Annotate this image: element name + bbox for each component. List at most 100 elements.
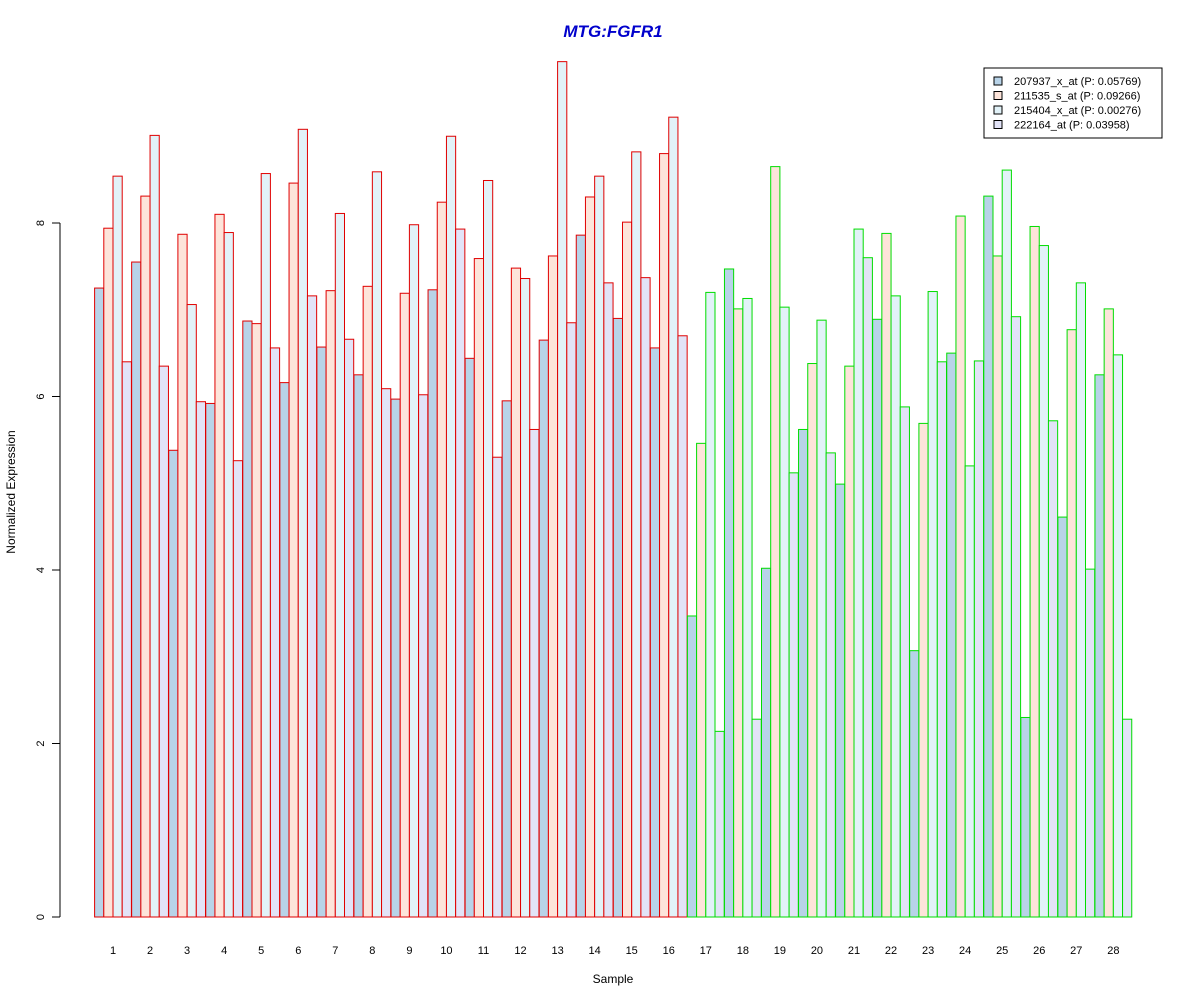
x-tick-label: 16 xyxy=(663,945,675,957)
legend-swatch xyxy=(993,91,1003,100)
x-tick-label: 12 xyxy=(514,945,526,957)
bar-sample-11-series-4 xyxy=(492,456,503,918)
bar-sample-9-series-4 xyxy=(418,394,429,918)
bar-sample-21-series-3 xyxy=(853,228,864,918)
bar-sample-19-series-2 xyxy=(770,166,781,918)
chart-title: MTG:FGFR1 xyxy=(563,22,662,41)
bar-sample-21-series-1 xyxy=(835,483,846,918)
x-axis-title: Sample xyxy=(593,972,634,986)
y-tick-label: 0 xyxy=(35,914,47,920)
x-tick-label: 18 xyxy=(737,945,749,957)
bar-sample-23-series-2 xyxy=(918,422,929,918)
x-tick-label: 13 xyxy=(551,945,563,957)
bar-sample-13-series-3 xyxy=(557,61,568,918)
legend-entry-label: 215404_x_at (P: 0.00276) xyxy=(1014,105,1141,117)
bar-sample-5-series-4 xyxy=(269,347,281,918)
x-tick-label: 26 xyxy=(1033,945,1045,957)
bar-sample-14-series-4 xyxy=(603,282,614,918)
bar-sample-16-series-2 xyxy=(659,153,670,918)
legend-entry-label: 207937_x_at (P: 0.05769) xyxy=(1014,76,1141,88)
y-tick-label: 2 xyxy=(35,740,47,746)
x-tick-label: 24 xyxy=(959,945,971,957)
bar-sample-7-series-1 xyxy=(316,346,327,918)
bar-sample-21-series-2 xyxy=(844,365,855,918)
x-tick-label: 8 xyxy=(369,945,375,957)
bar-sample-2-series-1 xyxy=(131,261,142,918)
bar-sample-1-series-4 xyxy=(121,361,132,918)
x-tick-label: 14 xyxy=(589,945,601,957)
bar-sample-14-series-2 xyxy=(584,196,596,918)
bar-sample-1-series-1 xyxy=(94,287,105,918)
bar-sample-17-series-1 xyxy=(686,615,698,918)
bar-sample-18-series-2 xyxy=(733,308,744,918)
bar-sample-10-series-2 xyxy=(436,201,447,918)
bar-sample-6-series-1 xyxy=(279,382,290,918)
bar-sample-5-series-2 xyxy=(251,323,262,918)
bar-sample-22-series-3 xyxy=(890,295,901,918)
x-tick-label: 2 xyxy=(147,945,153,957)
legend-swatch xyxy=(993,120,1003,129)
bar-sample-3-series-4 xyxy=(195,401,207,918)
bar-sample-8-series-4 xyxy=(381,388,392,918)
bar-sample-23-series-3 xyxy=(927,291,938,918)
bar-sample-4-series-2 xyxy=(214,213,225,918)
x-tick-label: 28 xyxy=(1107,945,1119,957)
bar-sample-16-series-1 xyxy=(649,347,661,918)
bar-sample-28-series-4 xyxy=(1122,718,1133,918)
bar-sample-3-series-2 xyxy=(177,233,188,918)
x-tick-label: 11 xyxy=(478,945,489,957)
bar-sample-24-series-3 xyxy=(964,465,975,918)
y-tick-label: 4 xyxy=(35,567,47,573)
legend-swatch xyxy=(993,105,1003,115)
bar-sample-2-series-2 xyxy=(140,195,151,918)
bar-sample-28-series-2 xyxy=(1103,308,1114,918)
bar-sample-22-series-1 xyxy=(872,318,883,918)
bar-sample-20-series-1 xyxy=(798,428,809,918)
bar-sample-11-series-3 xyxy=(483,179,494,918)
bar-sample-3-series-1 xyxy=(168,449,179,918)
bar-sample-1-series-3 xyxy=(112,175,123,918)
bar-sample-6-series-4 xyxy=(306,295,318,918)
x-tick-label: 3 xyxy=(184,945,190,957)
x-tick-label: 6 xyxy=(295,945,301,957)
bar-sample-6-series-3 xyxy=(297,128,308,918)
x-tick-labels: 1 2 3 4 5 6 7 8 9 10 11 12 13 14 15 16 17 18 19 20 21 22 23 24 2… xyxy=(110,945,1120,957)
bar-sample-13-series-2 xyxy=(547,255,559,918)
bar-sample-7-series-3 xyxy=(334,212,345,918)
bar-sample-6-series-2 xyxy=(288,182,299,918)
bar-sample-19-series-3 xyxy=(779,306,790,918)
bar-sample-18-series-3 xyxy=(742,297,753,918)
bar-sample-26-series-2 xyxy=(1029,225,1040,918)
legend-box xyxy=(983,67,1163,139)
bar-sample-14-series-1 xyxy=(575,234,586,918)
x-tick-label: 22 xyxy=(885,945,897,957)
bar-sample-25-series-2 xyxy=(992,255,1003,918)
bar-sample-19-series-4 xyxy=(788,472,799,918)
bar-sample-12-series-1 xyxy=(501,400,512,918)
bar-sample-11-series-1 xyxy=(464,357,475,918)
bar-sample-20-series-2 xyxy=(807,363,818,918)
bar-sample-5-series-1 xyxy=(242,320,253,918)
bar-sample-8-series-1 xyxy=(353,374,364,918)
bar-sample-4-series-4 xyxy=(232,460,244,918)
bar-sample-26-series-1 xyxy=(1020,716,1031,918)
x-tick-label: 21 xyxy=(848,945,860,957)
bar-sample-24-series-4 xyxy=(973,360,985,918)
bar-sample-24-series-2 xyxy=(955,215,966,918)
bar-sample-12-series-4 xyxy=(529,428,540,918)
bar-sample-7-series-4 xyxy=(344,338,355,918)
x-tick-label: 25 xyxy=(996,945,1008,957)
bar-sample-13-series-4 xyxy=(566,322,577,918)
bar-sample-12-series-2 xyxy=(510,267,522,918)
x-tick-label: 1 xyxy=(110,945,116,957)
bar-sample-1-series-2 xyxy=(103,227,114,918)
bar-sample-25-series-3 xyxy=(1001,169,1012,918)
bar-sample-9-series-1 xyxy=(390,398,401,918)
bar-sample-13-series-1 xyxy=(538,339,549,918)
bar-sample-2-series-4 xyxy=(158,365,169,918)
bar-sample-18-series-1 xyxy=(723,268,735,918)
bar-sample-8-series-3 xyxy=(371,171,383,918)
legend: 207937_x_at (P: 0.05769) 211535_s_at (P: … xyxy=(983,67,1163,139)
legend-entry-label: 211535_s_at (P: 0.09266) xyxy=(1014,91,1140,103)
